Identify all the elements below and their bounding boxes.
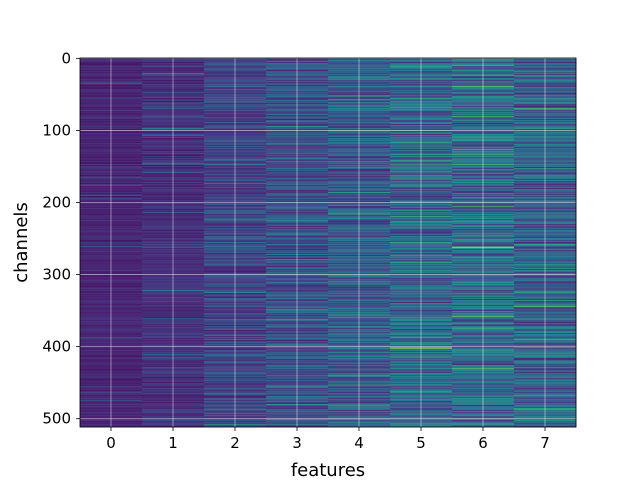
y-tick-label: 500 (42, 410, 71, 428)
x-tick-label: 0 (106, 434, 116, 452)
plot-frame (79, 57, 577, 428)
x-axis: 0 1 2 3 4 5 6 7 (106, 427, 550, 452)
grid-lines (80, 57, 576, 427)
x-tick-label: 5 (416, 434, 426, 452)
x-tick-label: 3 (292, 434, 302, 452)
heatmap-cells (80, 58, 577, 428)
y-tick-label: 0 (61, 49, 71, 67)
x-tick-label: 2 (230, 434, 240, 452)
y-tick-label: 400 (42, 338, 71, 356)
y-axis-label: channels (11, 202, 32, 283)
x-axis-label: features (291, 460, 365, 480)
x-tick-label: 1 (168, 434, 178, 452)
y-tick-label: 200 (42, 194, 71, 212)
y-tick-label: 300 (42, 266, 71, 284)
x-tick-label: 4 (354, 434, 364, 452)
y-tick-label: 100 (42, 121, 71, 139)
x-tick-label: 6 (478, 434, 488, 452)
x-tick-label: 7 (540, 434, 550, 452)
y-axis: 0 100 200 300 400 500 (42, 49, 80, 428)
